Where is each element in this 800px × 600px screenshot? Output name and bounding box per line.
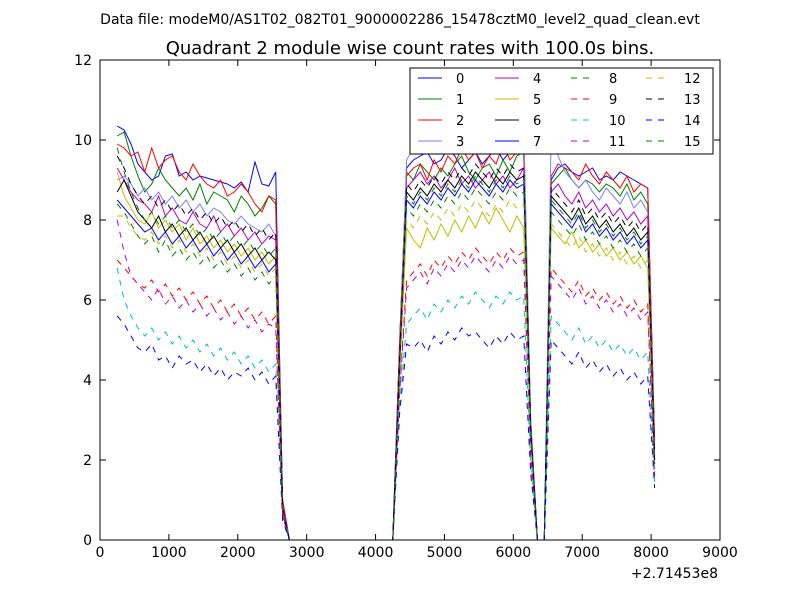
x-tick-label: 7000 [564, 545, 600, 561]
legend-label-8: 8 [609, 72, 617, 87]
x-tick-label: 3000 [289, 545, 325, 561]
legend-label-3: 3 [456, 135, 464, 150]
x-tick-label: 6000 [496, 545, 532, 561]
series-13-line [116, 155, 656, 541]
legend-label-7: 7 [533, 135, 541, 150]
legend-label-13: 13 [684, 93, 701, 108]
legend-label-4: 4 [533, 72, 541, 87]
y-tick-label: 12 [74, 53, 92, 69]
x-tick-label: 1000 [151, 545, 187, 561]
x-tick-label: 2000 [220, 545, 256, 561]
legend-label-15: 15 [684, 135, 701, 150]
legend-label-11: 11 [609, 135, 626, 150]
y-tick-label: 6 [83, 293, 92, 309]
x-tick-label: 4000 [358, 545, 394, 561]
x-tick-label: 5000 [427, 545, 463, 561]
x-tick-label: 8000 [633, 545, 669, 561]
x-tick-label: 9000 [702, 545, 738, 561]
x-tick-label: 0 [96, 545, 105, 561]
y-tick-label: 8 [83, 213, 92, 229]
x-offset-label: +2.71453e8 [631, 566, 718, 582]
y-tick-label: 10 [74, 133, 92, 149]
legend-label-5: 5 [533, 93, 541, 108]
chart-title: Quadrant 2 module wise count rates with … [166, 38, 655, 59]
legend-label-10: 10 [609, 114, 626, 129]
y-tick-label: 4 [83, 373, 92, 389]
y-tick-label: 2 [83, 453, 92, 469]
legend-label-1: 1 [456, 93, 464, 108]
series-11-line [116, 219, 656, 541]
axes-layer: 0 1000 2000 3000 4000 5000 6000 7000 8000 9000 0 2 4… [74, 53, 738, 561]
legend-label-9: 9 [609, 93, 617, 108]
legend-label-2: 2 [456, 114, 464, 129]
legend-label-12: 12 [684, 72, 701, 87]
y-tick-label: 0 [83, 533, 92, 549]
legend-frame [409, 67, 714, 155]
chart-suptitle: Data file: modeM0/AS1T02_082T01_90000022… [100, 12, 700, 28]
legend-label-14: 14 [684, 114, 701, 129]
legend-label-6: 6 [533, 114, 541, 129]
legend-label-0: 0 [456, 72, 464, 87]
